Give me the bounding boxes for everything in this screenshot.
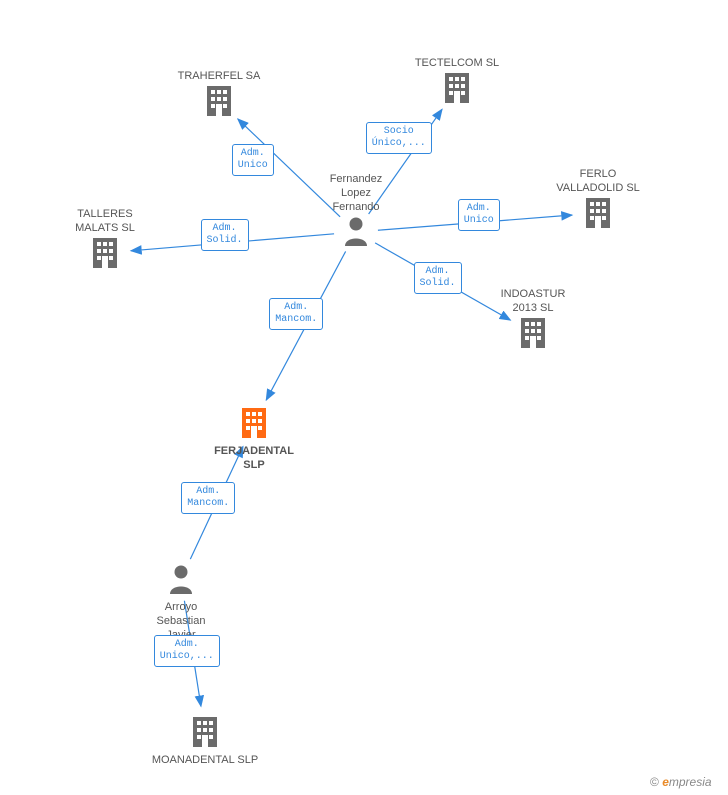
edge-label: Adm. Unico,... [154, 635, 220, 667]
edge-label: Socio Único,... [366, 122, 432, 154]
edge-label: Adm. Solid. [201, 219, 249, 251]
edge-label: Adm. Mancom. [181, 482, 235, 514]
node-ferlo[interactable]: FERLOVALLADOLID SL [550, 166, 647, 233]
node-label: FernandezLopezFernando [322, 173, 391, 214]
node-label: MOANADENTAL SLP [150, 754, 261, 768]
building-icon [150, 715, 261, 752]
node-indoastur[interactable]: INDOASTUR2013 SL [499, 286, 568, 353]
node-label: TRAHERFEL SA [174, 70, 264, 84]
person-icon [322, 214, 391, 251]
node-moanadental[interactable]: MOANADENTAL SLP [150, 715, 261, 768]
node-tectelcom[interactable]: TECTELCOM SL [412, 55, 502, 108]
node-label: TALLERESMALATS SL [71, 208, 140, 236]
edge-label: Adm. Unico [232, 144, 274, 176]
edge-label: Adm. Mancom. [269, 298, 323, 330]
node-ferjadental[interactable]: FERJADENTALSLP [213, 406, 296, 473]
watermark: © empresia [650, 775, 712, 789]
node-arroyo[interactable]: ArroyoSebastianJavier [147, 562, 216, 642]
building-icon [174, 84, 264, 121]
node-label: FERLOVALLADOLID SL [550, 168, 647, 196]
diagram-canvas [0, 0, 728, 795]
node-fernandez[interactable]: FernandezLopezFernando [322, 171, 391, 251]
copyright-symbol: © [650, 775, 659, 789]
building-icon [213, 406, 296, 443]
building-icon [499, 316, 568, 353]
node-label: TECTELCOM SL [412, 57, 502, 71]
node-label: FERJADENTALSLP [213, 445, 296, 473]
node-talleres[interactable]: TALLERESMALATS SL [71, 206, 140, 273]
node-traherfel[interactable]: TRAHERFEL SA [174, 68, 264, 121]
building-icon [412, 71, 502, 108]
edge-label: Adm. Solid. [414, 262, 462, 294]
building-icon [71, 236, 140, 273]
person-icon [147, 562, 216, 599]
edge-label: Adm. Unico [458, 199, 500, 231]
building-icon [550, 196, 647, 233]
node-label: INDOASTUR2013 SL [499, 288, 568, 316]
brand-e: e [662, 775, 669, 789]
brand-rest: mpresia [669, 775, 712, 789]
